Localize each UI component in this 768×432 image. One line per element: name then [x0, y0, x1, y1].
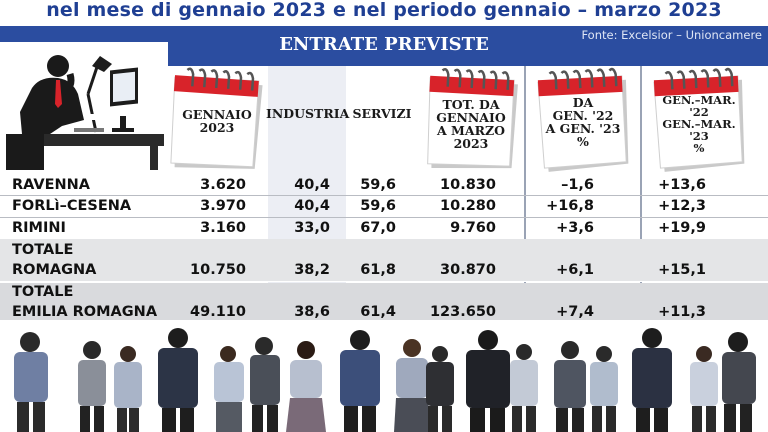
- header-line: A GEN. '23: [545, 121, 621, 136]
- var2-value: +12,3: [658, 198, 706, 214]
- servizi-value: 61,8: [360, 262, 396, 278]
- var1-value: +16,8: [546, 198, 594, 214]
- header-line: GENNAIO: [436, 110, 506, 125]
- header-line: %: [693, 141, 705, 155]
- header-line: GEN.–MAR.: [662, 93, 736, 107]
- source-credit: Fonte: Excelsior – Unioncamere: [581, 28, 762, 42]
- header-line: '22: [689, 105, 709, 119]
- header-line: 2023: [199, 120, 235, 135]
- servizi-value: 61,4: [360, 304, 396, 320]
- var2-value: +15,1: [658, 262, 706, 278]
- gennaio-value: 3.160: [200, 220, 246, 236]
- header-line: %: [577, 134, 589, 149]
- industria-value: 40,4: [294, 177, 330, 193]
- header-line: A MARZO: [437, 123, 505, 138]
- tot-value: 9.760: [450, 220, 496, 236]
- row-divider: [0, 195, 768, 196]
- servizi-value: 67,0: [360, 220, 396, 236]
- row-label: FORLì–CESENA: [12, 198, 132, 214]
- row-label: TOTALE: [12, 242, 74, 258]
- gennaio-value: 49.110: [190, 304, 246, 320]
- header-line: GENNAIO: [182, 107, 252, 122]
- servizi-header: SERVIZI: [352, 106, 412, 121]
- var-gen-header: DA GEN. '22 A GEN. '23 %: [540, 96, 626, 148]
- header-line: GEN. '22: [552, 108, 614, 123]
- office-worker-illustration: [0, 42, 168, 170]
- tot-header: TOT. DA GENNAIO A MARZO 2023: [428, 98, 514, 150]
- row-label: TOTALE: [12, 284, 74, 300]
- gennaio-value: 10.750: [190, 262, 246, 278]
- tot-value: 30.870: [440, 262, 496, 278]
- header-line: '23: [689, 129, 709, 143]
- table-row: TOTALE EMILIA ROMAGNA 49.110 38,6 61,4 1…: [0, 283, 768, 324]
- row-label: RIMINI: [12, 220, 66, 236]
- gennaio-value: 3.970: [200, 198, 246, 214]
- var1-value: +7,4: [556, 304, 594, 320]
- var2-value: +11,3: [658, 304, 706, 320]
- infographic-title: nel mese di gennaio 2023 e nel periodo g…: [46, 0, 722, 21]
- header-line: 2023: [453, 136, 489, 151]
- industria-value: 38,6: [294, 304, 330, 320]
- calendar-icon: [537, 67, 629, 172]
- calendar-icon: [653, 67, 745, 172]
- tot-value: 123.650: [429, 304, 496, 320]
- gennaio-value: 3.620: [200, 177, 246, 193]
- row-label: ROMAGNA: [12, 262, 97, 278]
- industria-value: 38,2: [294, 262, 330, 278]
- servizi-value: 59,6: [360, 198, 396, 214]
- table-row: RIMINI 3.160 33,0 67,0 9.760 +3,6 +19,9: [0, 218, 768, 239]
- header-line: DA: [572, 95, 594, 110]
- var2-value: +19,9: [658, 220, 706, 236]
- row-divider: [0, 217, 768, 218]
- table-row: TOTALE ROMAGNA 10.750 38,2 61,8 30.870 +…: [0, 239, 768, 281]
- servizi-value: 59,6: [360, 177, 396, 193]
- calendar-icon: [427, 68, 518, 169]
- row-label: EMILIA ROMAGNA: [12, 304, 158, 320]
- var-gen-mar-header: GEN.–MAR. '22 GEN.–MAR. '23 %: [654, 94, 744, 154]
- row-label: RAVENNA: [12, 177, 91, 193]
- calendar-icon: [170, 67, 263, 169]
- header-line: TOT. DA: [442, 97, 500, 112]
- crowd-illustration: [0, 320, 768, 432]
- banner-heading: ENTRATE PREVISTE: [279, 34, 489, 55]
- industria-value: 40,4: [294, 198, 330, 214]
- var2-value: +13,6: [658, 177, 706, 193]
- tot-value: 10.280: [440, 198, 496, 214]
- industria-header: INDUSTRIA: [266, 106, 350, 121]
- tot-value: 10.830: [440, 177, 496, 193]
- industria-value: 33,0: [294, 220, 330, 236]
- header-line: GEN.–MAR.: [662, 117, 736, 131]
- gennaio-2023-header: GENNAIO 2023: [176, 108, 258, 134]
- table-row: FORLì–CESENA 3.970 40,4 59,6 10.280 +16,…: [0, 196, 768, 217]
- row-divider: [0, 281, 768, 282]
- var1-value: +6,1: [556, 262, 594, 278]
- table-row: RAVENNA 3.620 40,4 59,6 10.830 –1,6 +13,…: [0, 175, 768, 195]
- var1-value: –1,6: [561, 177, 594, 193]
- var1-value: +3,6: [556, 220, 594, 236]
